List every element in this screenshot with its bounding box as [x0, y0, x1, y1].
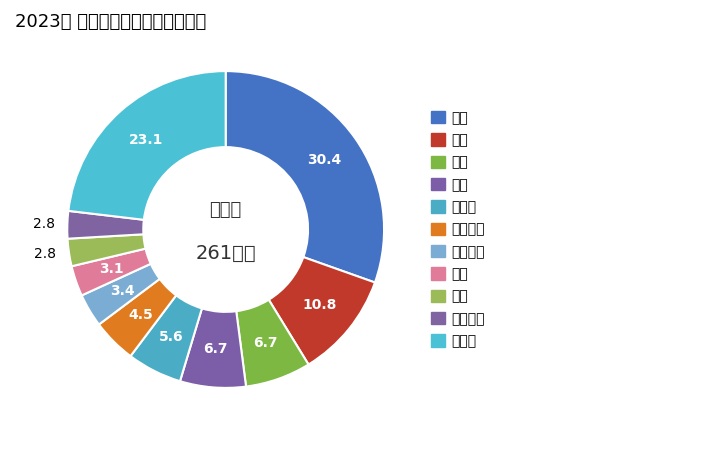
- Text: 5.6: 5.6: [159, 330, 183, 344]
- Wedge shape: [130, 295, 202, 381]
- Wedge shape: [237, 300, 309, 387]
- Text: 4.5: 4.5: [128, 307, 153, 322]
- Text: 23.1: 23.1: [129, 132, 163, 147]
- Text: 261億円: 261億円: [195, 244, 256, 263]
- Text: 3.4: 3.4: [110, 284, 135, 298]
- Text: 2023年 輸出相手国のシェア（％）: 2023年 輸出相手国のシェア（％）: [15, 14, 206, 32]
- Text: 10.8: 10.8: [302, 298, 336, 312]
- Text: 30.4: 30.4: [307, 153, 341, 167]
- Wedge shape: [269, 257, 375, 364]
- Text: 3.1: 3.1: [100, 262, 124, 276]
- Wedge shape: [99, 279, 176, 356]
- Text: 6.7: 6.7: [204, 342, 228, 356]
- Text: 2.8: 2.8: [34, 248, 57, 261]
- Wedge shape: [68, 234, 146, 266]
- Wedge shape: [226, 71, 384, 283]
- Wedge shape: [82, 264, 159, 324]
- Text: 総　額: 総 額: [210, 202, 242, 220]
- Wedge shape: [67, 211, 144, 238]
- Wedge shape: [180, 308, 246, 388]
- Legend: 米国, 中国, 台湾, 韓国, ドイツ, フランス, ベルギー, タイ, 香港, メキシコ, その他: 米国, 中国, 台湾, 韓国, ドイツ, フランス, ベルギー, タイ, 香港,…: [431, 111, 485, 348]
- Text: 6.7: 6.7: [253, 336, 278, 350]
- Wedge shape: [71, 248, 151, 296]
- Text: 2.8: 2.8: [33, 217, 55, 231]
- Wedge shape: [68, 71, 226, 220]
